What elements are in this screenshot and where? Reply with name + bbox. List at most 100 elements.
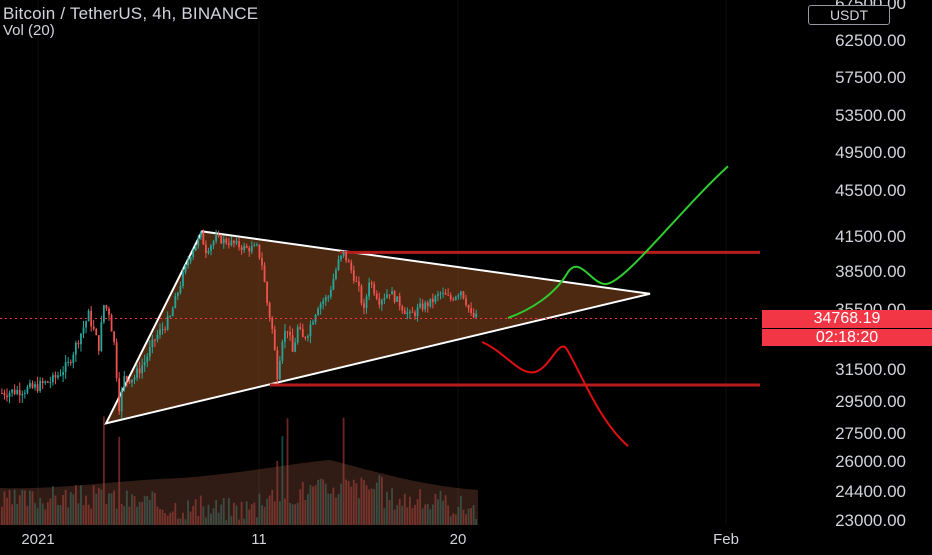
candle-body xyxy=(391,291,393,295)
candle-body xyxy=(154,339,156,341)
price-tick-label: 53500.00 xyxy=(835,106,906,125)
candle-body xyxy=(1,393,3,394)
candle-body xyxy=(100,322,103,351)
currency-badge[interactable]: USDT xyxy=(808,5,890,25)
candle-body xyxy=(199,231,202,238)
volume-bar xyxy=(314,485,317,525)
candle-body xyxy=(460,291,462,296)
volume-bar xyxy=(452,513,455,525)
candle-body xyxy=(335,269,337,279)
price-tick-label: 38500.00 xyxy=(835,262,906,281)
volume-indicator-label[interactable]: Vol (20) xyxy=(3,22,55,39)
candle-body xyxy=(429,298,432,307)
candle-body xyxy=(398,296,401,307)
candle-body xyxy=(171,308,174,317)
volume-bar xyxy=(268,495,271,525)
volume-bar xyxy=(299,489,302,525)
symbol-title[interactable]: Bitcoin / TetherUS, 4h, BINANCE xyxy=(3,4,259,23)
candle-body xyxy=(16,389,19,394)
candle-body xyxy=(34,384,36,388)
volume-bar xyxy=(146,495,149,525)
candle-body xyxy=(437,294,439,296)
candle-body xyxy=(31,383,34,388)
candle-body xyxy=(120,389,123,412)
volume-bar xyxy=(92,485,95,525)
candle-body xyxy=(457,295,460,297)
candle-body xyxy=(248,247,251,252)
volume-bar xyxy=(406,507,409,525)
volume-bar xyxy=(278,501,281,525)
volume-bar xyxy=(74,485,77,525)
candle-body xyxy=(62,372,64,376)
volume-bar xyxy=(332,487,335,525)
volume-bar xyxy=(335,497,337,525)
volume-bar xyxy=(205,517,207,525)
volume-bar xyxy=(350,486,353,525)
candle-body xyxy=(97,335,100,351)
volume-bar xyxy=(424,504,427,525)
price-tick-label: 31500.00 xyxy=(835,360,906,379)
candle-body xyxy=(449,295,452,300)
candle-body xyxy=(327,296,330,298)
volume-bar xyxy=(41,503,44,525)
candle-body xyxy=(207,250,210,254)
volume-bar xyxy=(67,507,70,525)
candle-body xyxy=(454,296,457,300)
volume-bar xyxy=(174,503,177,525)
volume-bar xyxy=(281,436,284,525)
candle-body xyxy=(85,321,87,328)
candle-body xyxy=(439,293,442,295)
candle-body xyxy=(77,342,80,345)
candle-body xyxy=(159,329,161,335)
price-tick-label: 26000.00 xyxy=(835,452,906,471)
volume-bar xyxy=(90,508,93,525)
volume-bar xyxy=(345,479,348,525)
volume-bar xyxy=(131,494,133,525)
candle-body xyxy=(276,350,279,380)
volume-bar xyxy=(360,477,363,525)
volume-bar xyxy=(347,480,350,525)
candle-body xyxy=(80,333,82,345)
volume-bar xyxy=(294,504,297,525)
candle-body xyxy=(146,356,149,362)
candle-body xyxy=(136,368,138,378)
candle-body xyxy=(465,298,467,305)
volume-bar xyxy=(164,513,166,525)
candle-body xyxy=(176,292,179,297)
volume-bar xyxy=(470,508,472,525)
volume-bar xyxy=(197,515,200,525)
volume-bar xyxy=(128,506,131,525)
volume-bar xyxy=(141,502,144,525)
candle-body xyxy=(307,336,309,338)
price-tick-label: 41500.00 xyxy=(835,227,906,246)
candle-body xyxy=(370,282,373,285)
candle-body xyxy=(67,361,70,363)
volume-bar xyxy=(233,502,235,525)
candle-body xyxy=(143,361,146,366)
volume-bar xyxy=(39,497,42,525)
volume-bar xyxy=(108,493,110,525)
volume-bar xyxy=(171,511,174,525)
candle-body xyxy=(227,243,230,246)
candle-body xyxy=(41,380,44,384)
price-axis[interactable]: 67500.0062500.0057500.0053500.0049500.00… xyxy=(835,0,906,530)
candlesticks xyxy=(1,229,478,419)
volume-bar xyxy=(437,499,439,525)
time-axis[interactable]: 2021 11 20 Feb xyxy=(21,531,739,548)
volume-bar xyxy=(454,514,457,525)
volume-bar xyxy=(248,509,251,525)
volume-bar xyxy=(6,497,8,525)
volume-bar xyxy=(243,518,246,525)
candle-body xyxy=(386,294,388,299)
volume-bar xyxy=(207,504,210,525)
candle-body xyxy=(363,303,365,308)
volume-bar xyxy=(16,503,19,525)
volume-bar xyxy=(105,503,108,525)
volume-bar xyxy=(151,491,154,525)
candle-body xyxy=(72,354,75,364)
candle-body xyxy=(174,296,177,309)
volume-bar xyxy=(462,509,465,525)
volume-bar xyxy=(143,496,146,525)
volume-bar xyxy=(363,480,365,525)
volume-bar xyxy=(250,504,253,525)
